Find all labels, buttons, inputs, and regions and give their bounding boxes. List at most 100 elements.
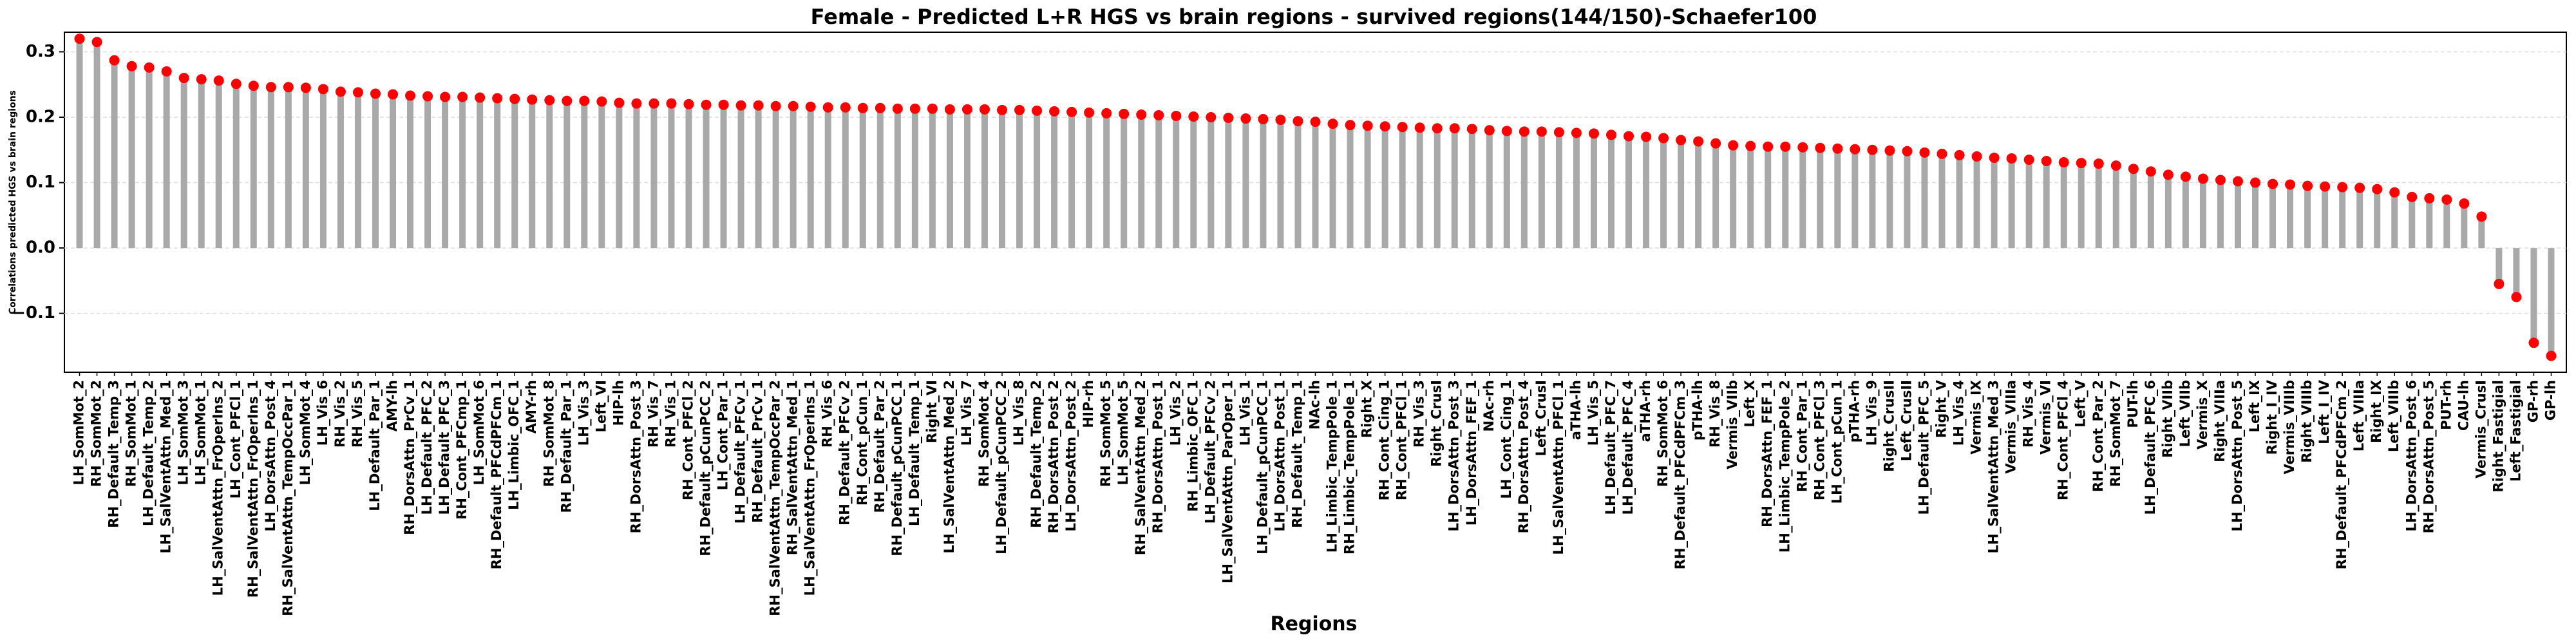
x-tick-label: RH_Vis_6: [820, 380, 835, 448]
dot: [2128, 164, 2139, 175]
dot: [875, 102, 886, 113]
x-tick-label: LH_SomMot_5: [1115, 380, 1131, 485]
x-tick-label: LH_Vis_3: [576, 380, 591, 446]
x-tick-label: LH_Default_PFC_6: [2143, 380, 2158, 515]
dot: [2389, 187, 2400, 198]
dot: [2250, 177, 2261, 188]
dot: [1153, 109, 1164, 120]
dot: [317, 84, 328, 95]
dot: [1484, 125, 1495, 136]
dot: [1240, 113, 1251, 124]
x-tick-label: Left_VIIIa: [2351, 380, 2367, 451]
dot: [996, 104, 1007, 115]
y-axis-label: Correlations predicted HGS vs brain regi…: [8, 90, 18, 314]
x-tick-label: Left_V: [2073, 379, 2088, 427]
dot: [1327, 118, 1338, 129]
x-tick-label: LH_SomMot_1: [193, 380, 209, 485]
dot: [579, 95, 590, 106]
dot: [718, 99, 729, 110]
x-tick-label: RH_Vis_5: [350, 380, 365, 448]
dot: [1519, 126, 1530, 137]
dot: [2424, 193, 2435, 204]
dot: [2093, 158, 2104, 169]
x-tick-label: LH_Default_Par_1: [367, 380, 383, 511]
x-tick-label: LH_Cont_Cing_1: [1499, 380, 1514, 499]
x-tick-label: LH_SalVentAttn_Med_1: [158, 380, 174, 553]
x-tick-label: Left_VIIIb: [2386, 380, 2401, 452]
x-tick-label: RH_SalVentAttn_TempOccPar_1: [280, 380, 296, 616]
x-tick-label: RH_DorsAttn_PrCv_1: [402, 380, 417, 535]
x-tick-label: LH_DorsAttn_FEF_1: [1464, 380, 1479, 526]
dot: [1206, 112, 1217, 122]
dot: [1919, 147, 1930, 158]
dot: [961, 104, 972, 115]
dot: [2076, 158, 2087, 169]
x-tick-label: LH_Vis_2: [1168, 380, 1183, 446]
dot: [1223, 113, 1234, 124]
x-tick-label: LH_DorsAttn_Post_5: [2230, 380, 2245, 531]
x-tick-label: Right_CrusI: [1429, 380, 1444, 467]
dot: [1954, 149, 1965, 160]
dot: [892, 103, 903, 114]
dot: [2337, 182, 2348, 193]
x-tick-label: LH_Vis_5: [1586, 380, 1601, 446]
x-tick-label: RH_Default_PFCdPFCm_2: [2334, 380, 2349, 569]
dot: [457, 91, 468, 102]
x-tick-label: RH_SalVentAttn_FrOperIns_1: [245, 380, 261, 598]
x-tick-label: PUT-rh: [2438, 380, 2454, 430]
x-tick-label: RH_Default_PFCdPFCm_3: [1672, 380, 1688, 569]
dot: [1605, 129, 1616, 140]
x-tick-label: LH_Vis_8: [1011, 380, 1027, 446]
x-tick-label: RH_Default_Temp_1: [1289, 380, 1305, 528]
dot: [2407, 191, 2418, 202]
x-tick-label: Left_X: [1742, 380, 1757, 428]
dot: [2441, 194, 2452, 205]
dot: [1362, 120, 1373, 131]
dot: [422, 91, 433, 102]
dot: [1710, 138, 1721, 149]
x-tick-label: Left_CrusII: [1899, 380, 1914, 461]
dot: [822, 102, 833, 113]
dot: [475, 92, 486, 103]
x-tick-label: LH_Vis_6: [315, 380, 330, 446]
dot: [1588, 128, 1599, 139]
dot: [2546, 350, 2557, 361]
dot: [1188, 111, 1199, 122]
x-tick-label: LH_SomMot_2: [71, 380, 87, 485]
dot: [770, 100, 781, 111]
x-tick-label: RH_Cont_Par_2: [2090, 380, 2106, 492]
x-tick-label: LH_Default_pCunPCC_1: [1255, 380, 1270, 554]
x-tick-label: Right_X: [1359, 380, 1375, 438]
x-tick-label: LH_Default_pCunPCC_2: [994, 380, 1009, 554]
x-tick-label: AMY-lh: [384, 380, 400, 431]
x-tick-label: Vermis_X: [2195, 380, 2210, 450]
x-tick-label: Vermis_CrusI: [2473, 380, 2488, 478]
dot: [527, 94, 538, 105]
x-tick-label: RH_Cont_PFCmp_1: [454, 380, 469, 520]
dot: [161, 66, 172, 77]
x-tick-label: LH_SomMot_6: [471, 380, 487, 485]
x-tick-label: Left_I_IV: [2316, 379, 2332, 444]
x-tick-label: RH_Cont_PFCl_1: [1394, 380, 1410, 500]
x-tick-label: LH_Vis_7: [959, 380, 974, 446]
x-tick-label: aTHA-rh: [1638, 380, 1653, 442]
dot: [788, 100, 799, 111]
x-tick-label: LH_SalVentAttn_Med_3: [1986, 380, 2002, 553]
x-tick-label: RH_Vis_2: [332, 380, 348, 448]
y-tick-label: 0.1: [26, 173, 55, 192]
dot: [1275, 115, 1286, 126]
dot: [2232, 176, 2243, 187]
y-tick-label: 0.2: [26, 108, 55, 127]
x-tick-label: RH_SomMot_2: [89, 380, 104, 487]
x-tick-label: GP-lh: [2543, 380, 2558, 421]
x-tick-label: Vermis_VIIb: [1725, 380, 1740, 469]
dot: [1971, 151, 1982, 162]
dot: [927, 103, 938, 114]
x-tick-label: CAU-lh: [2456, 380, 2471, 431]
dot: [2511, 292, 2522, 303]
x-tick-label: LH_Default_Temp_2: [141, 380, 156, 526]
x-tick-label: GP-rh: [2525, 380, 2541, 422]
dot: [1466, 124, 1477, 135]
x-tick-label: RH_DorsAttn_FEF_1: [1759, 380, 1775, 527]
x-tick-label: LH_Cont_pCun_1: [1829, 380, 1844, 504]
